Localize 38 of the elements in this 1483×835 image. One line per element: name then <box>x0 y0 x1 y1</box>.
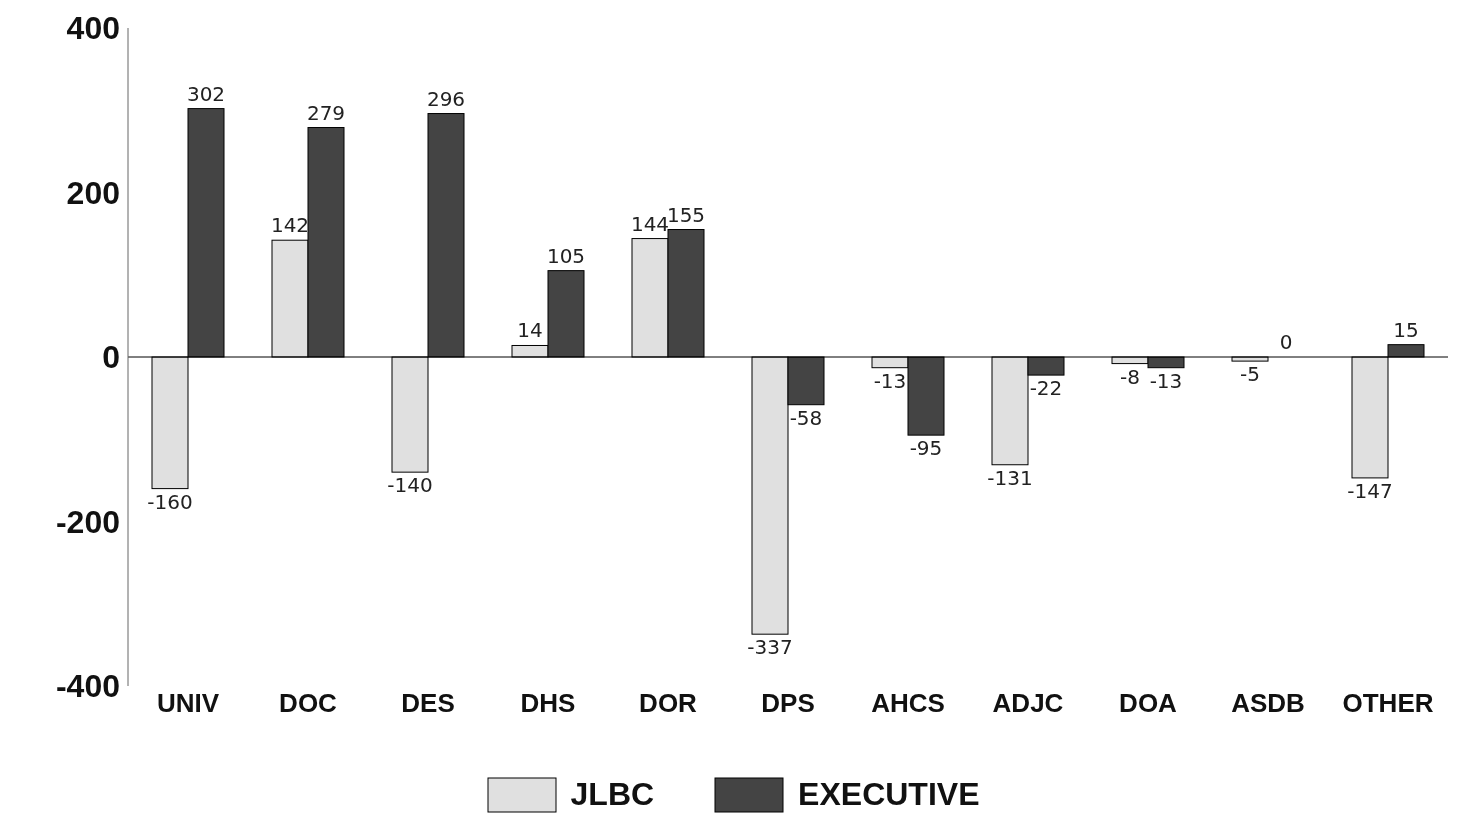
data-label: 279 <box>306 100 346 125</box>
x-tick-label: DOA <box>1119 688 1178 719</box>
y-tick-label: 0 <box>102 339 120 376</box>
x-tick-label: OTHER <box>1342 688 1434 719</box>
x-tick-label: DHS <box>520 688 576 719</box>
data-label: -147 <box>1347 478 1393 503</box>
data-label: -22 <box>1029 376 1063 401</box>
data-label: 302 <box>186 81 226 106</box>
x-tick-label: DOR <box>639 688 698 719</box>
data-label: -5 <box>1240 362 1260 387</box>
x-tick-label: AHCS <box>871 688 945 719</box>
data-label: -13 <box>873 368 907 393</box>
data-label: 0 <box>1279 330 1293 354</box>
data-label: -131 <box>987 465 1033 490</box>
y-tick-label: 200 <box>66 174 120 211</box>
data-label: 14 <box>517 318 543 343</box>
data-label: 105 <box>546 243 586 268</box>
data-label: -95 <box>909 436 943 461</box>
data-label: 142 <box>270 213 310 238</box>
data-label: -160 <box>147 489 193 514</box>
data-label: -8 <box>1120 364 1140 389</box>
y-tick-label: -200 <box>55 503 120 540</box>
data-label: -140 <box>387 473 433 498</box>
data-label: -13 <box>1149 368 1183 393</box>
x-tick-label: UNIV <box>156 688 220 719</box>
y-tick-label: 400 <box>66 10 120 47</box>
data-label: 296 <box>426 86 466 111</box>
legend-label: JLBC <box>570 776 655 813</box>
x-tick-label: ASDB <box>1231 688 1305 719</box>
x-tick-label: ADJC <box>992 688 1064 719</box>
x-tick-label: DOC <box>279 688 338 719</box>
data-label: 15 <box>1393 317 1419 342</box>
x-tick-label: DPS <box>761 688 815 719</box>
legend-label: EXECUTIVE <box>798 776 980 813</box>
y-tick-label: -400 <box>55 668 120 705</box>
x-tick-label: DES <box>401 688 455 719</box>
data-label: -337 <box>747 635 793 660</box>
data-label: -58 <box>789 405 823 430</box>
